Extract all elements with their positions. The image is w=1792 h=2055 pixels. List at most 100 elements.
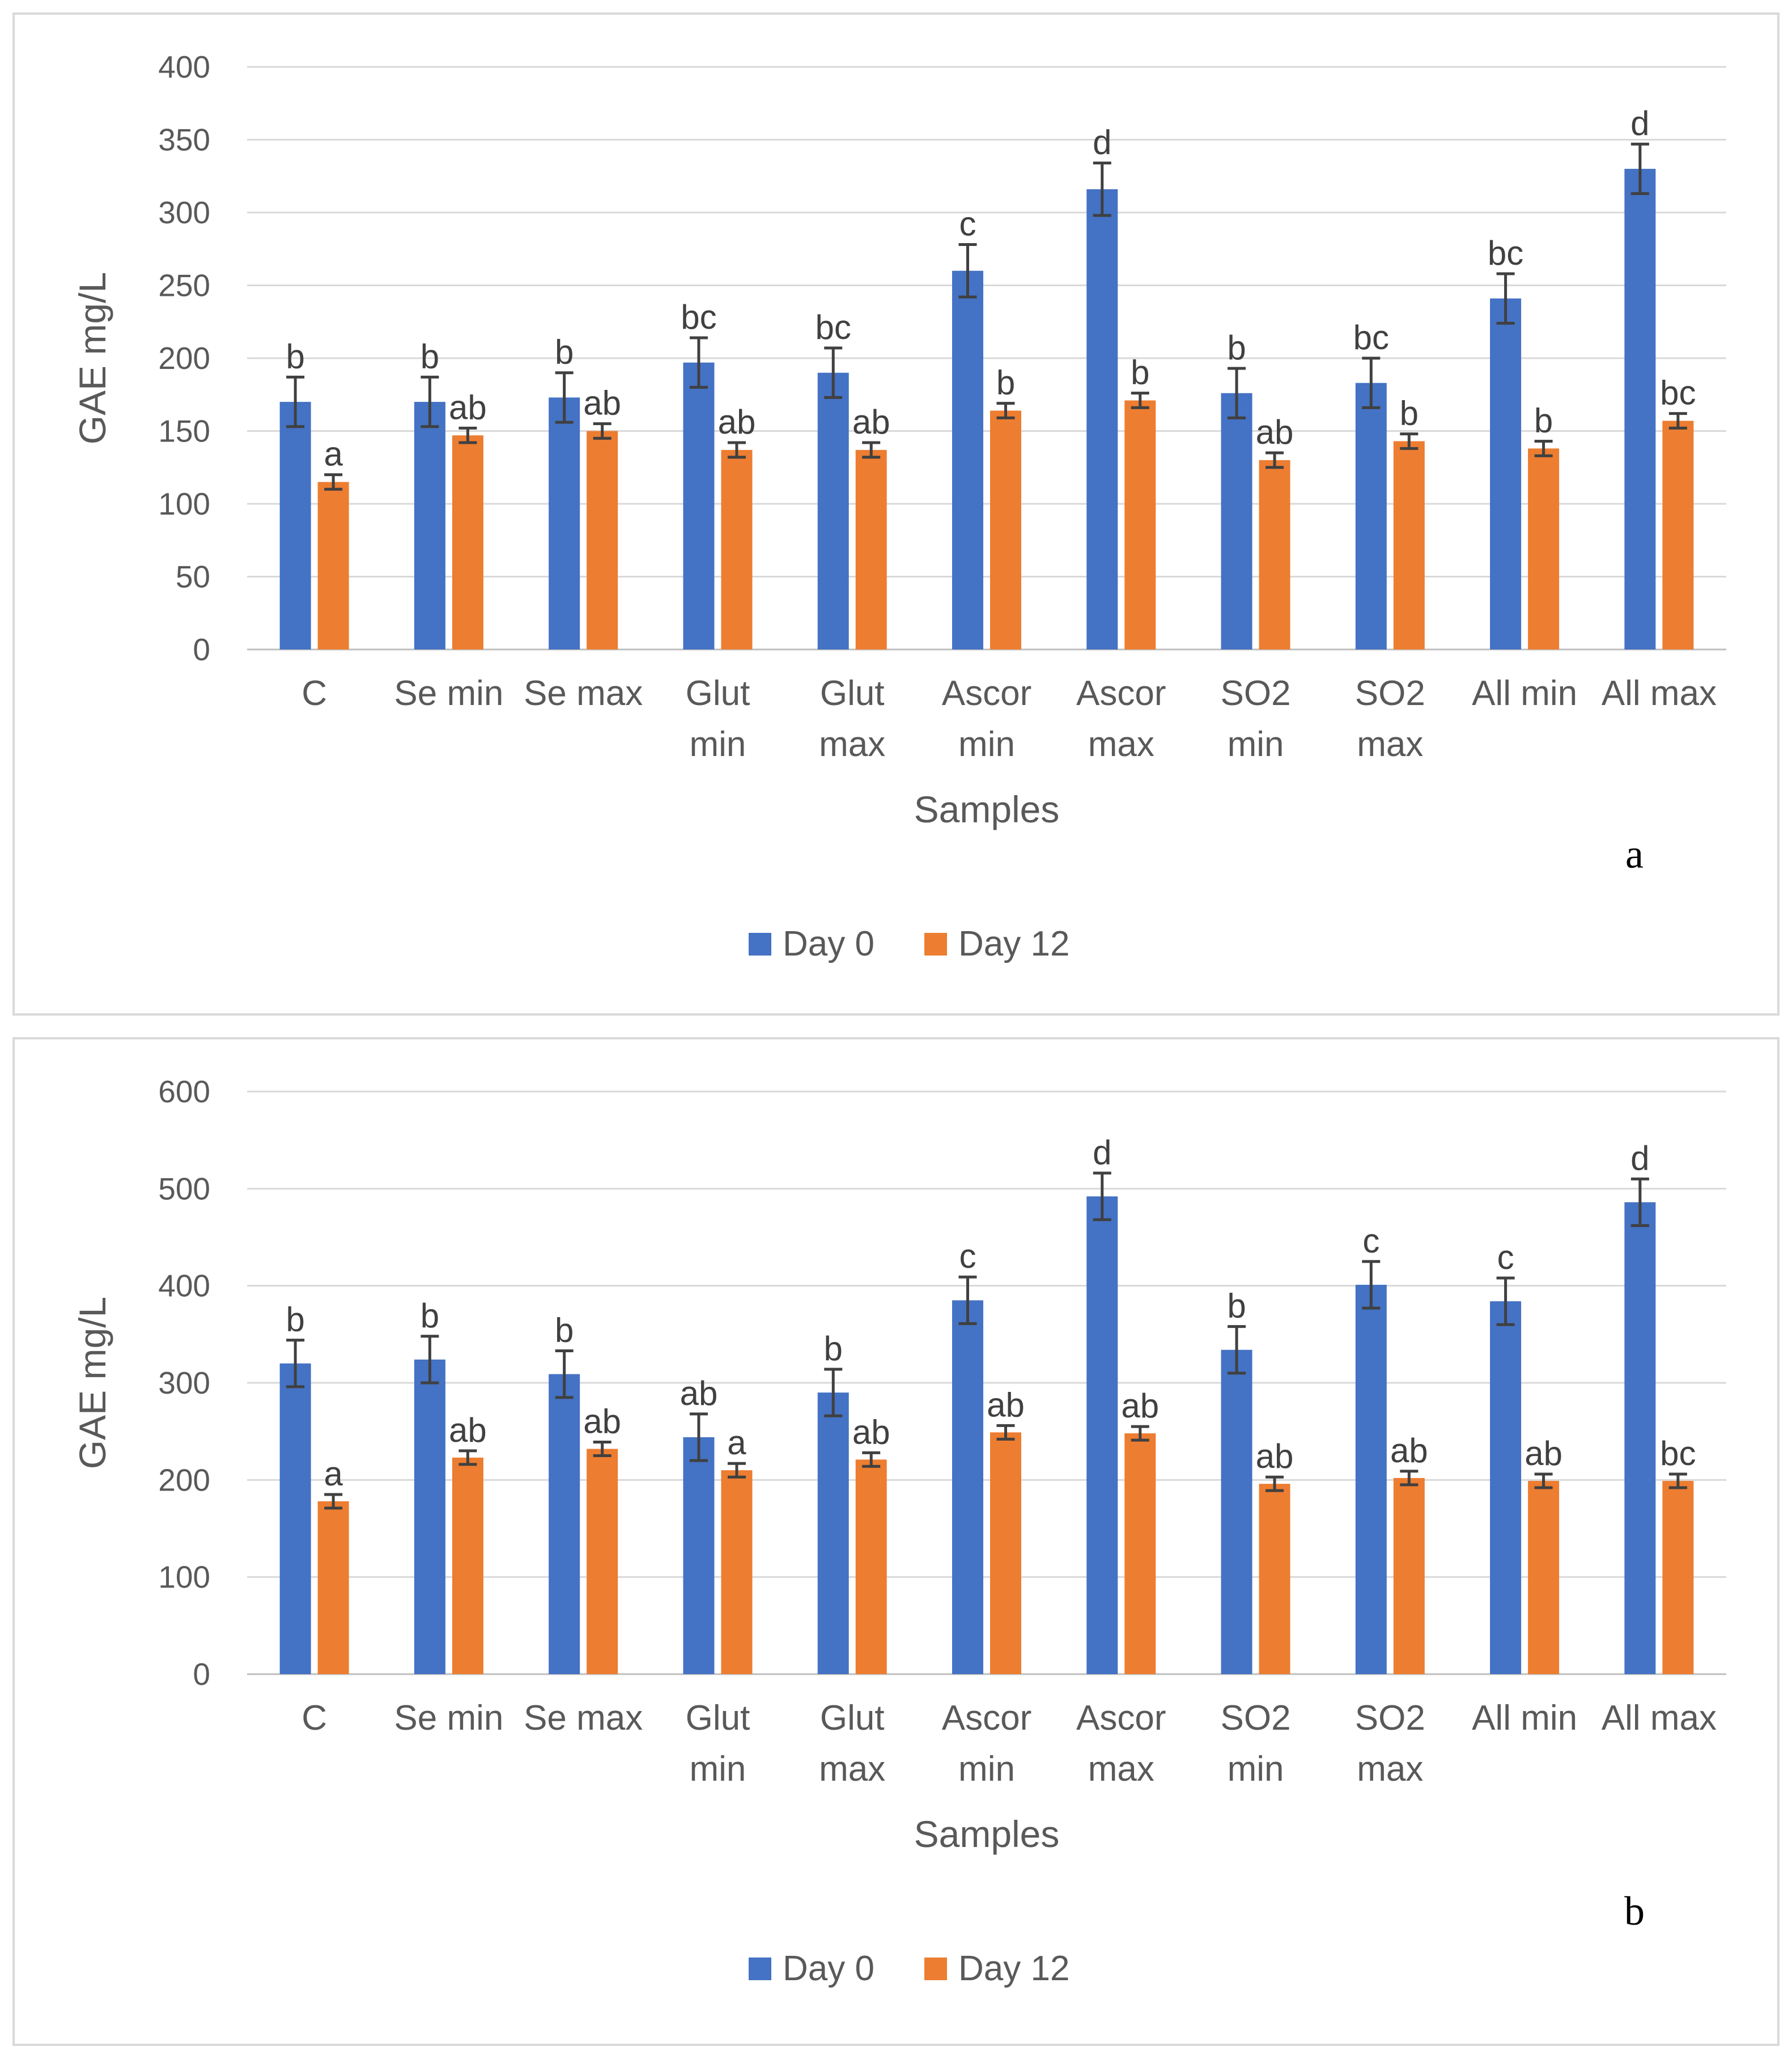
x-category-label: SO2 (1355, 674, 1425, 713)
significance-label: a (324, 1455, 343, 1493)
x-category-label: All min (1472, 1699, 1577, 1738)
significance-label: bc (1660, 1434, 1696, 1472)
significance-label: ab (583, 384, 621, 422)
significance-label: ab (852, 403, 890, 441)
x-category-label: All max (1602, 674, 1717, 713)
significance-label: a (324, 435, 343, 473)
significance-label: b (1534, 401, 1553, 439)
y-tick-label: 500 (158, 1171, 210, 1206)
x-category-label: Ascor (942, 1699, 1031, 1738)
bar-day0 (1355, 383, 1387, 649)
bar-day0 (549, 397, 580, 649)
x-category-label: min (1228, 725, 1284, 764)
y-tick-label: 0 (193, 632, 210, 667)
significance-label: ab (1390, 1432, 1428, 1470)
bar-day0 (683, 362, 715, 649)
x-category-label: max (819, 725, 885, 764)
bar-day12 (990, 1432, 1021, 1674)
bar-day0 (1624, 168, 1656, 649)
x-category-label: SO2 (1221, 1699, 1291, 1738)
bar-day0 (952, 270, 983, 649)
legend-label-day0: Day 0 (783, 1949, 874, 1988)
x-category-label: All min (1472, 674, 1577, 713)
y-axis-title: GAE mg/L (71, 1297, 113, 1469)
significance-label: ab (449, 388, 487, 426)
x-category-label: max (1357, 725, 1423, 764)
x-category-label: min (958, 1750, 1015, 1789)
bar-day12 (1662, 421, 1694, 649)
legend-label-day12: Day 12 (958, 1949, 1069, 1988)
bar-day0 (549, 1374, 580, 1674)
bar-day12 (317, 1501, 349, 1674)
x-category-label: SO2 (1221, 674, 1291, 713)
legend-label-day12: Day 12 (958, 924, 1069, 963)
x-category-label: SO2 (1355, 1699, 1425, 1738)
y-tick-label: 200 (158, 341, 210, 376)
bar-day12 (1662, 1481, 1694, 1674)
significance-label: b (286, 1301, 304, 1339)
significance-label: bc (1660, 374, 1696, 412)
significance-label: ab (1121, 1387, 1159, 1425)
legend-swatch-day0 (749, 933, 771, 956)
y-tick-label: 100 (158, 486, 210, 521)
significance-label: b (286, 337, 304, 375)
x-category-label: Glut (820, 674, 885, 713)
bar-day0 (1355, 1284, 1387, 1674)
bar-day12 (452, 435, 483, 649)
significance-label: ab (449, 1411, 487, 1449)
significance-label: d (1630, 1139, 1649, 1177)
significance-label: ab (1525, 1434, 1562, 1472)
significance-label: b (421, 1297, 439, 1335)
bar-day12 (855, 449, 887, 649)
x-axis-title: Samples (914, 1813, 1060, 1855)
significance-label: bc (681, 298, 716, 336)
bar-day12 (317, 482, 349, 649)
significance-label: c (959, 1237, 976, 1275)
bar-day12 (452, 1457, 483, 1674)
bar-day0 (952, 1300, 983, 1674)
bar-day12 (1259, 460, 1290, 649)
significance-label: bc (816, 308, 851, 346)
x-category-label: min (690, 725, 746, 764)
legend-label-day0: Day 0 (783, 924, 874, 963)
bar-day12 (1124, 1433, 1156, 1674)
significance-label: b (1400, 394, 1419, 432)
significance-label: c (1497, 1238, 1514, 1276)
bar-day0 (1086, 1196, 1118, 1674)
significance-label: c (1362, 1222, 1379, 1260)
significance-label: d (1630, 104, 1649, 142)
x-category-label: Se max (524, 674, 643, 713)
y-tick-label: 0 (193, 1657, 210, 1692)
x-category-label: Se max (524, 1699, 643, 1738)
x-category-label: max (1357, 1750, 1423, 1789)
y-axis-title: GAE mg/L (71, 272, 113, 444)
bar-day12 (721, 1470, 753, 1674)
significance-label: c (959, 205, 976, 243)
significance-label: ab (852, 1413, 890, 1451)
bar-day12 (587, 431, 618, 649)
significance-label: ab (987, 1386, 1025, 1424)
significance-label: bc (1488, 234, 1523, 272)
significance-label: ab (718, 403, 756, 441)
bar-day12 (1393, 1477, 1425, 1674)
x-category-label: Glut (686, 674, 750, 713)
bar-day0 (279, 402, 311, 649)
bar-day0 (1490, 298, 1522, 649)
significance-label: ab (680, 1374, 718, 1412)
x-category-label: Ascor (942, 674, 1031, 713)
x-category-label: Glut (686, 1699, 750, 1738)
x-category-label: C (302, 1699, 327, 1738)
bar-day0 (1221, 393, 1252, 649)
significance-label: bc (1353, 319, 1389, 356)
significance-label: b (1131, 354, 1149, 392)
bar-day0 (414, 402, 445, 649)
y-tick-label: 100 (158, 1560, 210, 1595)
x-category-label: min (690, 1750, 746, 1789)
x-category-label: Se min (394, 1699, 503, 1738)
bar-day0 (279, 1363, 311, 1674)
significance-label: b (824, 1330, 843, 1368)
y-tick-label: 400 (158, 1268, 210, 1304)
significance-label: ab (1256, 1437, 1294, 1475)
significance-label: ab (583, 1403, 621, 1441)
